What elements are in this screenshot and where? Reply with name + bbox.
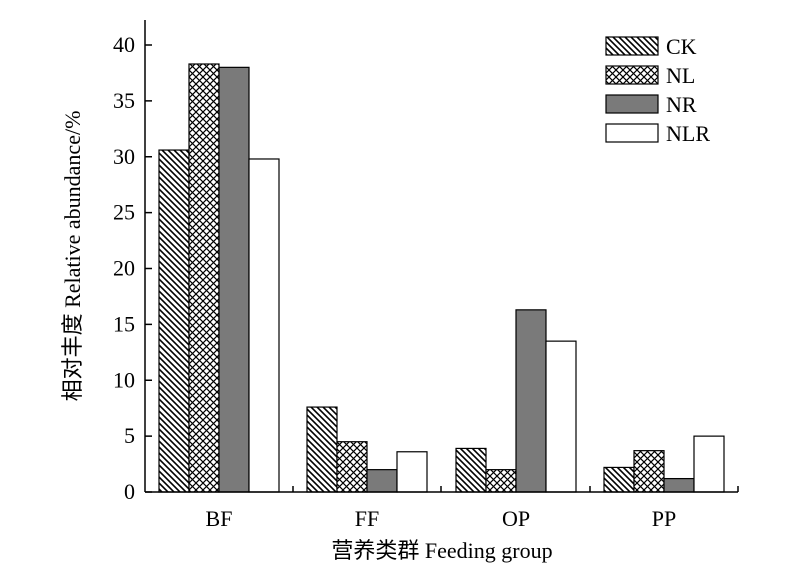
y-tick-label: 20: [113, 256, 135, 281]
bar-nl-ff: [336, 441, 368, 493]
bar-nr-pp: [663, 477, 695, 493]
y-tick-label: 40: [113, 32, 135, 57]
bar-nl-pp: [633, 450, 665, 493]
legend-label-nr: NR: [666, 92, 697, 117]
y-axis-title: 相对丰度 Relative abundance/%: [60, 111, 85, 402]
legend-label-nl: NL: [666, 63, 695, 88]
bar-nr-op: [515, 309, 547, 493]
legend-label-nlr: NLR: [666, 121, 710, 146]
bar-ck-bf: [158, 149, 190, 493]
bar-ck-pp: [603, 466, 635, 493]
x-tick-label-op: OP: [502, 506, 530, 531]
legend-swatch-ck: [605, 36, 659, 56]
y-tick-label: 0: [124, 479, 135, 504]
y-tick-label: 15: [113, 311, 135, 336]
y-tick-label: 5: [124, 423, 135, 448]
x-axis-title: 营养类群 Feeding group: [331, 538, 552, 563]
bar-ck-op: [455, 447, 487, 493]
plot-area: [158, 63, 725, 493]
legend-swatch-nr: [605, 94, 659, 114]
bar-nlr-pp: [693, 435, 725, 493]
bar-nlr-ff: [396, 451, 428, 493]
y-tick-label: 30: [113, 144, 135, 169]
y-tick-label: 25: [113, 200, 135, 225]
x-tick-label-ff: FF: [355, 506, 379, 531]
legend-swatch-nlr: [605, 123, 659, 143]
legend-swatch-nl: [605, 65, 659, 85]
x-tick-label-bf: BF: [206, 506, 233, 531]
legend-label-ck: CK: [666, 34, 697, 59]
bar-nr-ff: [366, 469, 398, 493]
legend: CK NL NR NLR: [605, 34, 710, 146]
y-tick-label: 10: [113, 367, 135, 392]
bar-nlr-bf: [248, 158, 280, 493]
bar-nl-bf: [188, 63, 220, 493]
bar-nlr-op: [545, 340, 577, 493]
y-tick-label: 35: [113, 88, 135, 113]
bar-nl-op: [485, 469, 517, 493]
axes: 0 5 10 15 20 25 30 35 40 BF FF OP PP: [113, 20, 739, 531]
x-tick-label-pp: PP: [652, 506, 676, 531]
bar-nr-bf: [218, 66, 250, 493]
bar-ck-ff: [306, 406, 338, 493]
